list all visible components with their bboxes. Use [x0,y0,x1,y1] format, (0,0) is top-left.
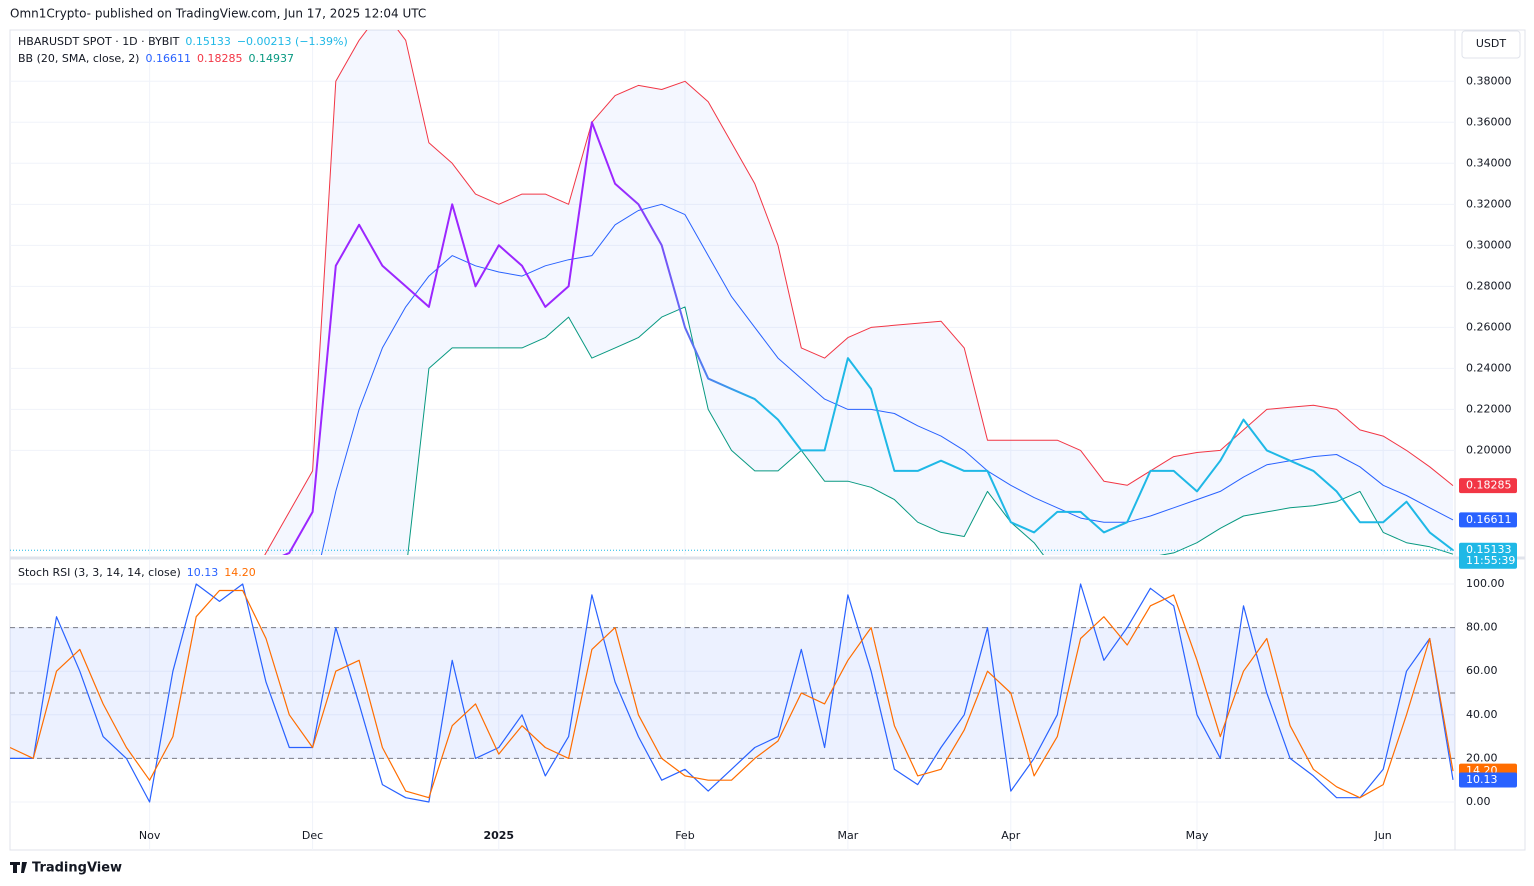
brand-logo [10,862,27,873]
y-tick-label: 0.38000 [1466,74,1512,87]
price-tag [1459,478,1517,494]
legend-item: BB (20, SMA, close, 2) [18,52,139,65]
price-tag-label: 0.15133 [1466,543,1512,556]
legend: BB (20, SMA, close, 2) 0.16611 0.18285 0.14… [18,52,294,65]
y-tick-label: 0.34000 [1466,156,1512,169]
y-tick-label: 20.00 [1466,751,1498,764]
price-tag [1459,772,1517,788]
y-tick-label: 0.00 [1466,795,1491,808]
y-tick-label: 80.00 [1466,621,1498,634]
y-tick-label: 0.36000 [1466,115,1512,128]
x-tick-label: Apr [1001,829,1021,842]
price-tag [1459,512,1517,528]
price-tag-label: 0.16611 [1466,513,1512,526]
legend-item: 0.16611 [145,52,191,65]
x-tick-label: Dec [302,829,323,842]
series-line [320,203,1454,555]
currency[interactable]: USDT [1476,37,1507,50]
series-line [10,589,1454,799]
series-line [407,306,1454,555]
legend-item: 0.15133 [185,35,231,48]
price-tag [1459,542,1517,569]
series-line [264,30,1454,555]
countdown: 11:55:39 [1466,554,1515,567]
legend-item: Stoch RSI (3, 3, 14, 14, close) [18,566,181,579]
y-tick-label: 0.30000 [1466,238,1512,251]
publisher: Omn1Crypto- published on TradingView.com… [10,7,426,21]
brand: TradingView [32,861,122,876]
x-tick-label: May [1186,829,1209,842]
series-line [282,121,1454,555]
y-tick-label: 100.00 [1466,577,1505,590]
y-tick-label: 0.32000 [1466,197,1512,210]
x-tick-label: Mar [837,829,858,842]
legend-item: 10.13 [187,566,219,579]
y-tick-label: 60.00 [1466,664,1498,677]
y-tick-label: 40.00 [1466,708,1498,721]
y-tick-label: 0.24000 [1466,361,1512,374]
price-tag-label: 0.18285 [1466,479,1512,492]
y-tick-label: 0.26000 [1466,320,1512,333]
x-tick-label: 2025 [483,829,514,842]
price-pane [10,30,1455,555]
x-tick-label: Nov [139,829,161,842]
legend-item: HBARUSDT SPOT · 1D · BYBIT [18,35,180,48]
legend-item: −0.00213 (−1.39%) [237,35,348,48]
currency-box[interactable] [1461,30,1521,59]
rsi-pane [10,560,1455,850]
legend-item: 14.20 [224,566,256,579]
legend: Stoch RSI (3, 3, 14, 14, close) 10.13 14.2… [18,566,256,579]
series-line [10,583,1454,803]
legend: HBARUSDT SPOT · 1D · BYBIT 0.15133 −0.0021… [18,35,348,48]
x-tick-label: Feb [675,829,694,842]
legend-item: 0.14937 [248,52,294,65]
price-tag-label: 10.13 [1466,773,1498,786]
x-tick-label: Jun [1374,829,1392,842]
y-tick-label: 0.22000 [1466,402,1512,415]
frame [9,29,1526,851]
bb-fill [264,30,1453,555]
legend-item: 0.18285 [197,52,243,65]
y-tick-label: 0.28000 [1466,279,1512,292]
y-tick-label: 0.20000 [1466,443,1512,456]
